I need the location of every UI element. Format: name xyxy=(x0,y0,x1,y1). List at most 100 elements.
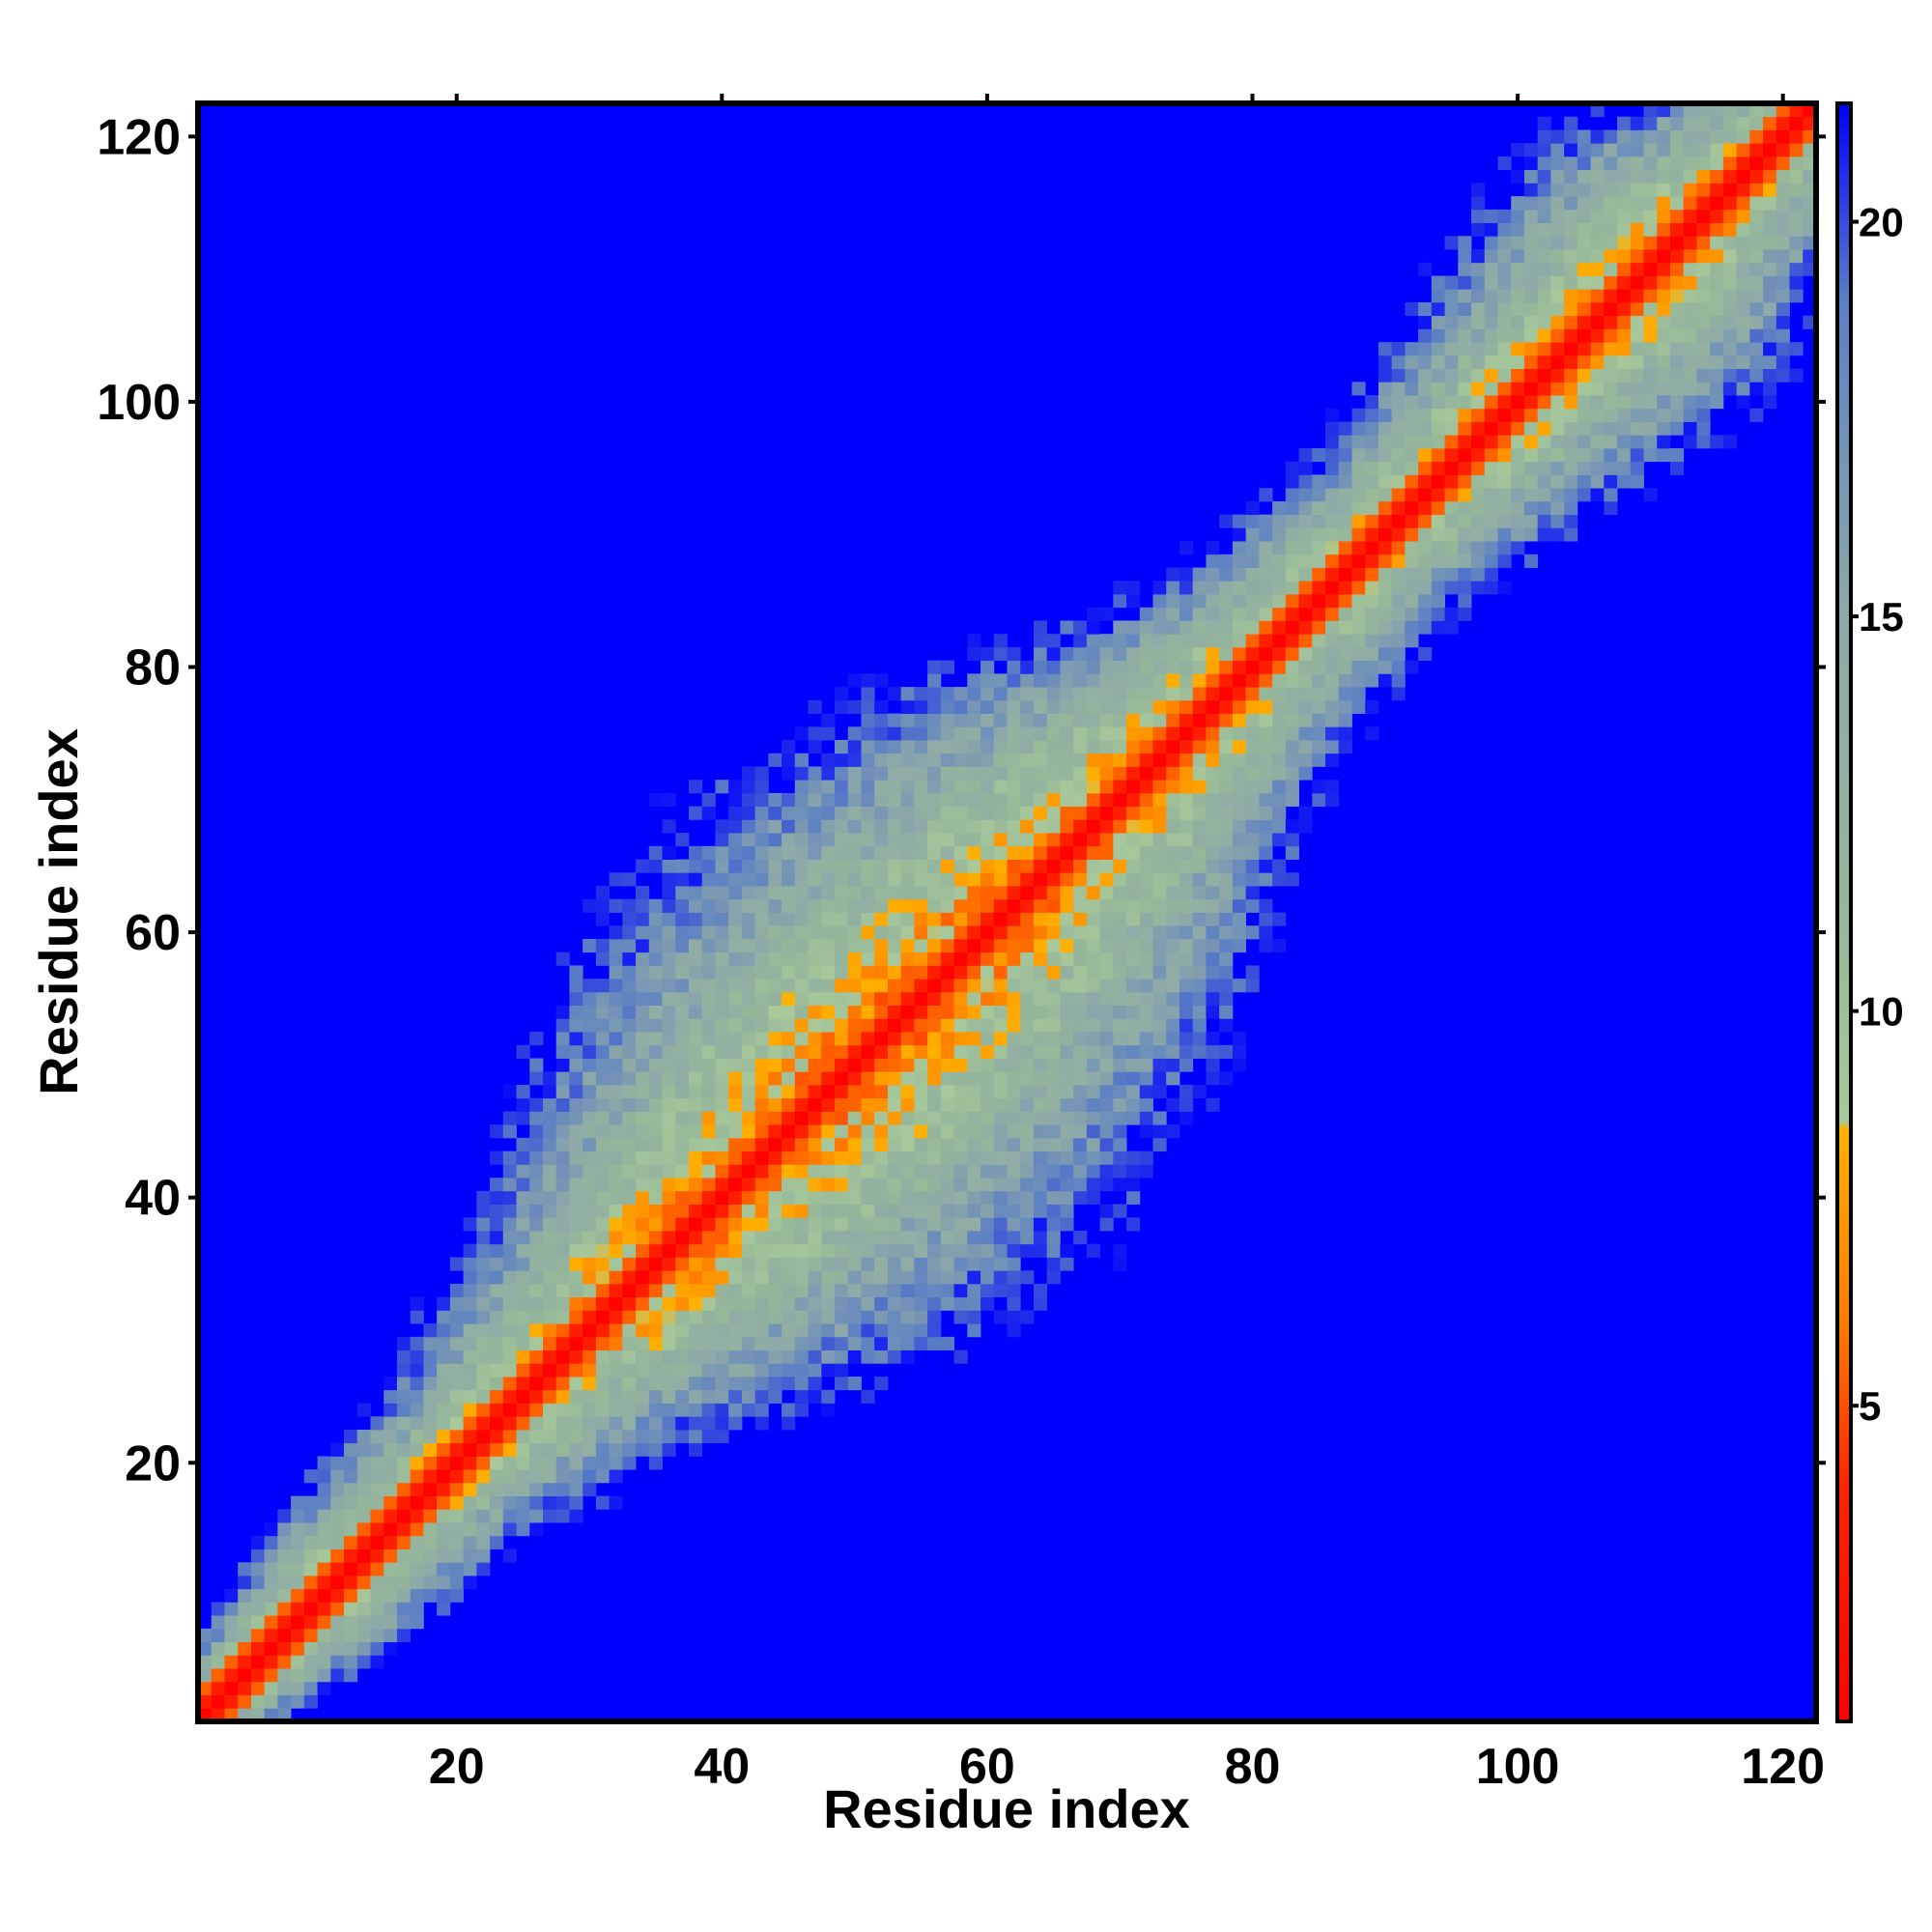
heatmap-cell xyxy=(1511,169,1525,184)
heatmap-cell xyxy=(1086,792,1101,808)
heatmap-cell xyxy=(874,845,889,860)
heatmap-cell xyxy=(502,1124,517,1139)
heatmap-cell xyxy=(1298,726,1313,741)
heatmap-cell xyxy=(1245,607,1260,621)
heatmap-cell xyxy=(874,1243,889,1258)
heatmap-cell xyxy=(1298,660,1313,674)
heatmap-cell xyxy=(1325,461,1340,475)
heatmap-cell xyxy=(794,1363,809,1378)
heatmap-cell xyxy=(1166,699,1180,714)
heatmap-cell xyxy=(927,806,942,820)
heatmap-cell xyxy=(502,1469,517,1484)
heatmap-cell xyxy=(1073,1164,1088,1179)
heatmap-cell xyxy=(794,938,809,953)
heatmap-cell xyxy=(808,1044,822,1059)
heatmap-cell xyxy=(927,699,942,714)
heatmap-cell xyxy=(1471,315,1486,329)
heatmap-cell xyxy=(1166,1071,1180,1086)
heatmap-cell xyxy=(794,1178,809,1192)
heatmap-cell xyxy=(1418,301,1433,317)
heatmap-cell xyxy=(794,1190,809,1205)
heatmap-cell xyxy=(1259,819,1273,834)
heatmap-cell xyxy=(781,1403,796,1417)
heatmap-cell xyxy=(1126,673,1141,688)
heatmap-cell xyxy=(582,938,597,953)
heatmap-cell xyxy=(1245,740,1260,754)
heatmap-cell xyxy=(1033,886,1048,900)
heatmap-cell xyxy=(1033,1190,1048,1205)
heatmap-cell xyxy=(715,1429,729,1444)
heatmap-cell xyxy=(636,1124,650,1139)
heatmap-cell xyxy=(1099,713,1114,727)
heatmap-cell xyxy=(1537,275,1551,290)
heatmap-cell xyxy=(1643,169,1658,184)
heatmap-cell xyxy=(1219,780,1234,794)
heatmap-cell xyxy=(1179,620,1194,635)
heatmap-cell xyxy=(1431,301,1445,317)
heatmap-cell xyxy=(715,1164,729,1179)
heatmap-cell xyxy=(1086,1124,1101,1139)
heatmap-cell xyxy=(887,1190,902,1205)
heatmap-cell xyxy=(1523,249,1539,264)
heatmap-cell xyxy=(516,1442,530,1457)
heatmap-cell xyxy=(516,1416,530,1431)
heatmap-cell xyxy=(808,1190,822,1205)
heatmap-cell xyxy=(1139,925,1153,940)
heatmap-cell xyxy=(1113,898,1127,913)
heatmap-cell xyxy=(1643,395,1658,410)
heatmap-cell xyxy=(1604,289,1618,303)
heatmap-cell xyxy=(1497,355,1512,369)
heatmap-cell xyxy=(1669,461,1685,475)
heatmap-cell xyxy=(1722,368,1738,383)
heatmap-cell xyxy=(993,859,1008,873)
heatmap-cell xyxy=(741,1323,756,1338)
heatmap-cell xyxy=(1245,819,1260,834)
heatmap-cell xyxy=(794,952,809,966)
heatmap-cell xyxy=(1378,488,1393,502)
heatmap-cell xyxy=(1577,355,1591,369)
heatmap-cell xyxy=(993,819,1008,834)
heatmap-cell xyxy=(728,1270,743,1285)
heatmap-cell xyxy=(1431,275,1445,290)
heatmap-cell xyxy=(821,872,836,887)
heatmap-cell xyxy=(1060,859,1074,873)
heatmap-cell xyxy=(861,912,875,926)
heatmap-cell xyxy=(636,1429,650,1444)
heatmap-cell xyxy=(330,1442,345,1457)
heatmap-cell xyxy=(250,1628,266,1643)
heatmap-cell xyxy=(636,1164,650,1179)
heatmap-cell xyxy=(1060,1204,1074,1218)
heatmap-cell xyxy=(1259,833,1273,847)
heatmap-cell xyxy=(1033,1151,1048,1165)
heatmap-cell xyxy=(1643,382,1658,396)
heatmap-cell xyxy=(688,1217,703,1232)
heatmap-cell xyxy=(754,1032,769,1046)
heatmap-cell xyxy=(1604,156,1618,171)
heatmap-cell xyxy=(1126,646,1141,662)
heatmap-cell xyxy=(887,938,902,953)
heatmap-cell xyxy=(781,1310,796,1324)
heatmap-cell xyxy=(821,1164,836,1179)
heatmap-cell xyxy=(662,1296,676,1311)
heatmap-cell xyxy=(463,1389,477,1404)
heatmap-cell xyxy=(1722,342,1738,356)
heatmap-cell xyxy=(821,766,836,781)
heatmap-cell xyxy=(1696,342,1711,356)
heatmap-cell xyxy=(887,1336,902,1350)
heatmap-cell xyxy=(1604,435,1618,449)
heatmap-cell xyxy=(675,952,690,966)
heatmap-cell xyxy=(1630,262,1644,276)
heatmap-cell xyxy=(1060,1071,1074,1086)
heatmap-cell xyxy=(1126,1097,1141,1112)
heatmap-cell xyxy=(1763,129,1777,144)
heatmap-cell xyxy=(927,991,942,1007)
heatmap-cell xyxy=(1444,527,1459,542)
heatmap-cell xyxy=(887,886,902,900)
heatmap-cell xyxy=(516,1137,530,1152)
heatmap-cell xyxy=(1338,607,1352,621)
heatmap-cell xyxy=(303,1522,318,1537)
heatmap-cell xyxy=(1152,912,1167,926)
heatmap-cell xyxy=(821,1389,836,1404)
heatmap-cell xyxy=(1418,368,1433,383)
heatmap-cell xyxy=(1803,209,1817,223)
